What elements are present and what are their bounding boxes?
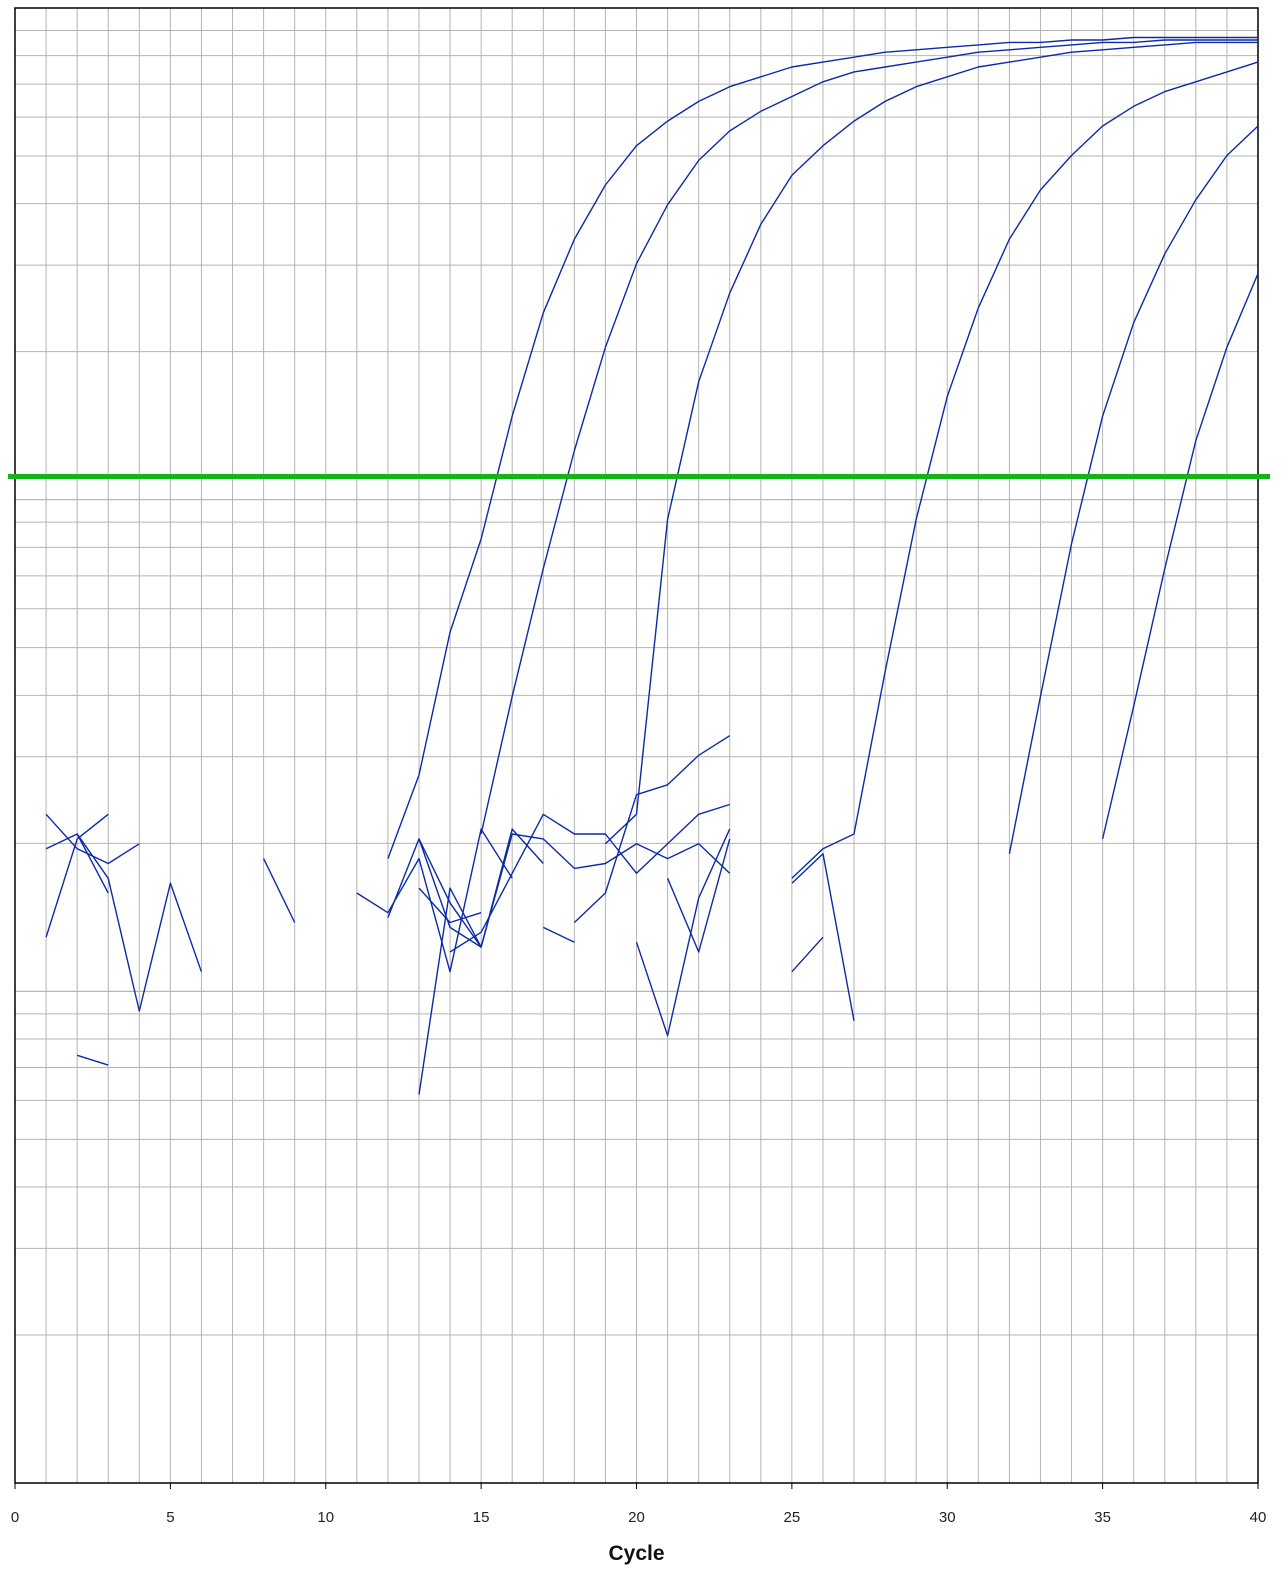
- curve-segment: [635, 828, 731, 1037]
- curve-segment: [604, 41, 1258, 845]
- x-tick-label: 35: [1094, 1509, 1111, 1526]
- curve-segment: [449, 803, 730, 953]
- curve-segment: [45, 813, 109, 938]
- amplification-curve[interactable]: [418, 828, 731, 1037]
- amplification-curve[interactable]: [76, 735, 731, 1066]
- curve-segment: [387, 36, 1258, 859]
- curve-segment: [1101, 273, 1259, 840]
- x-axis-label: Cycle: [608, 1542, 664, 1565]
- plot-grid: [14, 7, 1259, 1484]
- x-tick-label: 5: [166, 1509, 174, 1526]
- curve-segment: [387, 828, 544, 948]
- x-tick-label: 40: [1250, 1509, 1267, 1526]
- curve-segment: [262, 858, 296, 923]
- curve-segment: [480, 39, 1258, 835]
- curve-segment: [356, 828, 513, 973]
- x-tick-label: 25: [784, 1509, 801, 1526]
- x-tick-label: 0: [11, 1509, 19, 1526]
- curve-segment: [418, 833, 731, 1095]
- amplification-curve[interactable]: [45, 41, 1258, 865]
- curve-segment: [76, 833, 109, 894]
- amplification-curves: [45, 36, 1259, 1095]
- amplification-curve[interactable]: [76, 61, 1259, 973]
- amplification-curve[interactable]: [45, 36, 1258, 1012]
- x-tick-label: 15: [473, 1509, 490, 1526]
- amplification-curve[interactable]: [45, 39, 1258, 938]
- x-tick-label: 30: [939, 1509, 956, 1526]
- curve-segment: [418, 887, 482, 924]
- curve-segment: [791, 61, 1259, 879]
- amplification-curve[interactable]: [262, 125, 1259, 1095]
- curve-segment: [573, 735, 731, 924]
- amplification-curve[interactable]: [449, 803, 730, 953]
- curve-segment: [418, 838, 482, 948]
- amplification-curve[interactable]: [791, 853, 855, 1021]
- x-axis-ticks: 0 5 10 15 20 25 30 35 40: [11, 1483, 1267, 1526]
- x-tick-label: 20: [628, 1509, 645, 1526]
- curve-segment: [542, 926, 575, 943]
- curve-segment: [45, 813, 140, 865]
- curve-segment: [76, 1054, 109, 1066]
- curve-segment: [666, 838, 731, 953]
- curve-segment: [45, 833, 203, 1012]
- curve-segment: [791, 853, 855, 1021]
- curve-segment: [1008, 125, 1259, 854]
- curve-segment: [791, 936, 824, 973]
- amplification-curve[interactable]: [387, 273, 1259, 953]
- x-tick-label: 10: [317, 1509, 334, 1526]
